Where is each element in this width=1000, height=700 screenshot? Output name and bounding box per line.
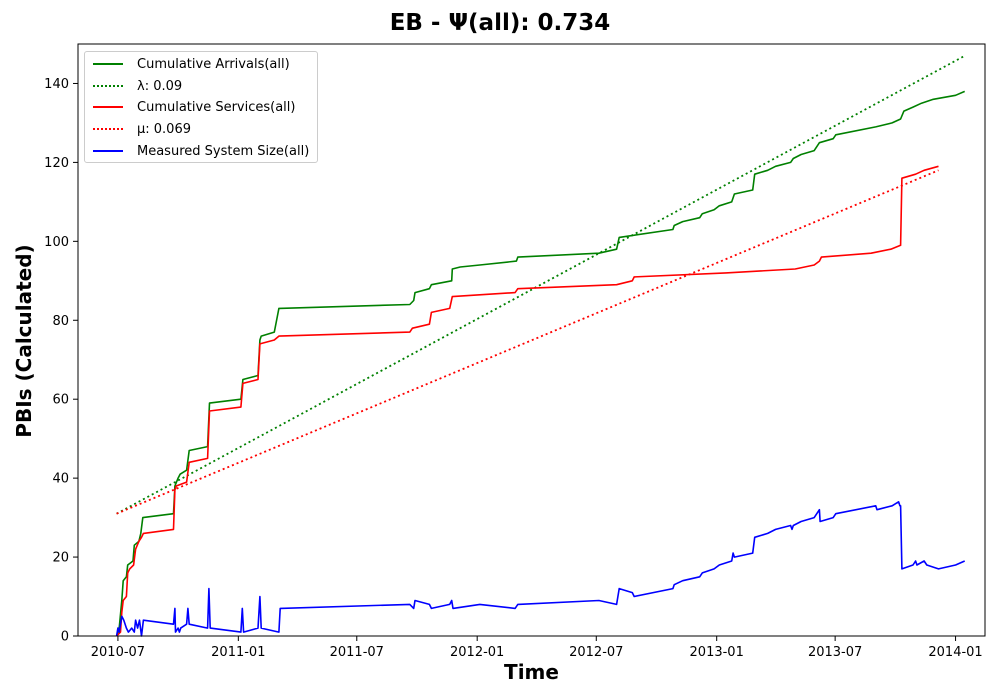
y-tick-label: 40 [52,472,69,487]
series-cumulative-services [116,165,939,637]
legend-item-services: Cumulative Services(all) [93,97,295,117]
y-tick-label: 140 [44,77,69,92]
plot-frame [77,43,986,637]
legend-swatch-services [93,106,123,108]
x-tick-label: 2013-07 [808,645,862,660]
legend-item-arrivals: Cumulative Arrivals(all) [93,54,290,74]
legend-swatch-system-size [93,150,123,152]
legend-item-mu: μ: 0.069 [93,119,191,139]
series-lambda-trend [116,55,966,515]
legend-label-mu: μ: 0.069 [137,121,191,137]
legend-item-lambda: λ: 0.09 [93,76,182,96]
x-tick-label: 2011-01 [211,645,265,660]
x-axis-label: Time [504,660,559,684]
series-cumulative-arrivals [115,90,966,637]
series-system-size [115,500,966,637]
y-tick-label: 120 [44,156,69,171]
legend-label-arrivals: Cumulative Arrivals(all) [137,56,290,72]
series-lines [115,55,966,637]
x-tick-label: 2010-07 [91,645,145,660]
x-tick-label: 2012-07 [569,645,623,660]
x-tick-label: 2014-01 [928,645,982,660]
axis-ticks: 2010-07 2011-01 2011-07 2012-01 2012-07 2013-… [44,77,983,660]
series-mu-trend [116,169,939,515]
y-tick-label: 60 [52,393,69,408]
y-axis-label: PBIs (Calculated) [12,244,36,438]
legend-swatch-lambda [93,85,123,87]
legend-swatch-arrivals [93,63,123,65]
y-tick-label: 100 [44,235,69,250]
y-tick-label: 20 [52,551,69,566]
legend-label-system-size: Measured System Size(all) [137,143,310,159]
legend: Cumulative Arrivals(all) λ: 0.09 Cumulat… [84,51,318,163]
x-tick-label: 2012-01 [450,645,504,660]
legend-swatch-mu [93,128,123,130]
y-tick-label: 0 [61,630,69,645]
y-tick-label: 80 [52,314,69,329]
x-tick-label: 2013-01 [690,645,744,660]
chart-title: EB - Ψ(all): 0.734 [389,10,611,36]
x-tick-label: 2011-07 [330,645,384,660]
legend-label-services: Cumulative Services(all) [137,99,296,115]
legend-label-lambda: λ: 0.09 [137,78,183,94]
legend-item-system-size: Measured System Size(all) [93,141,309,161]
